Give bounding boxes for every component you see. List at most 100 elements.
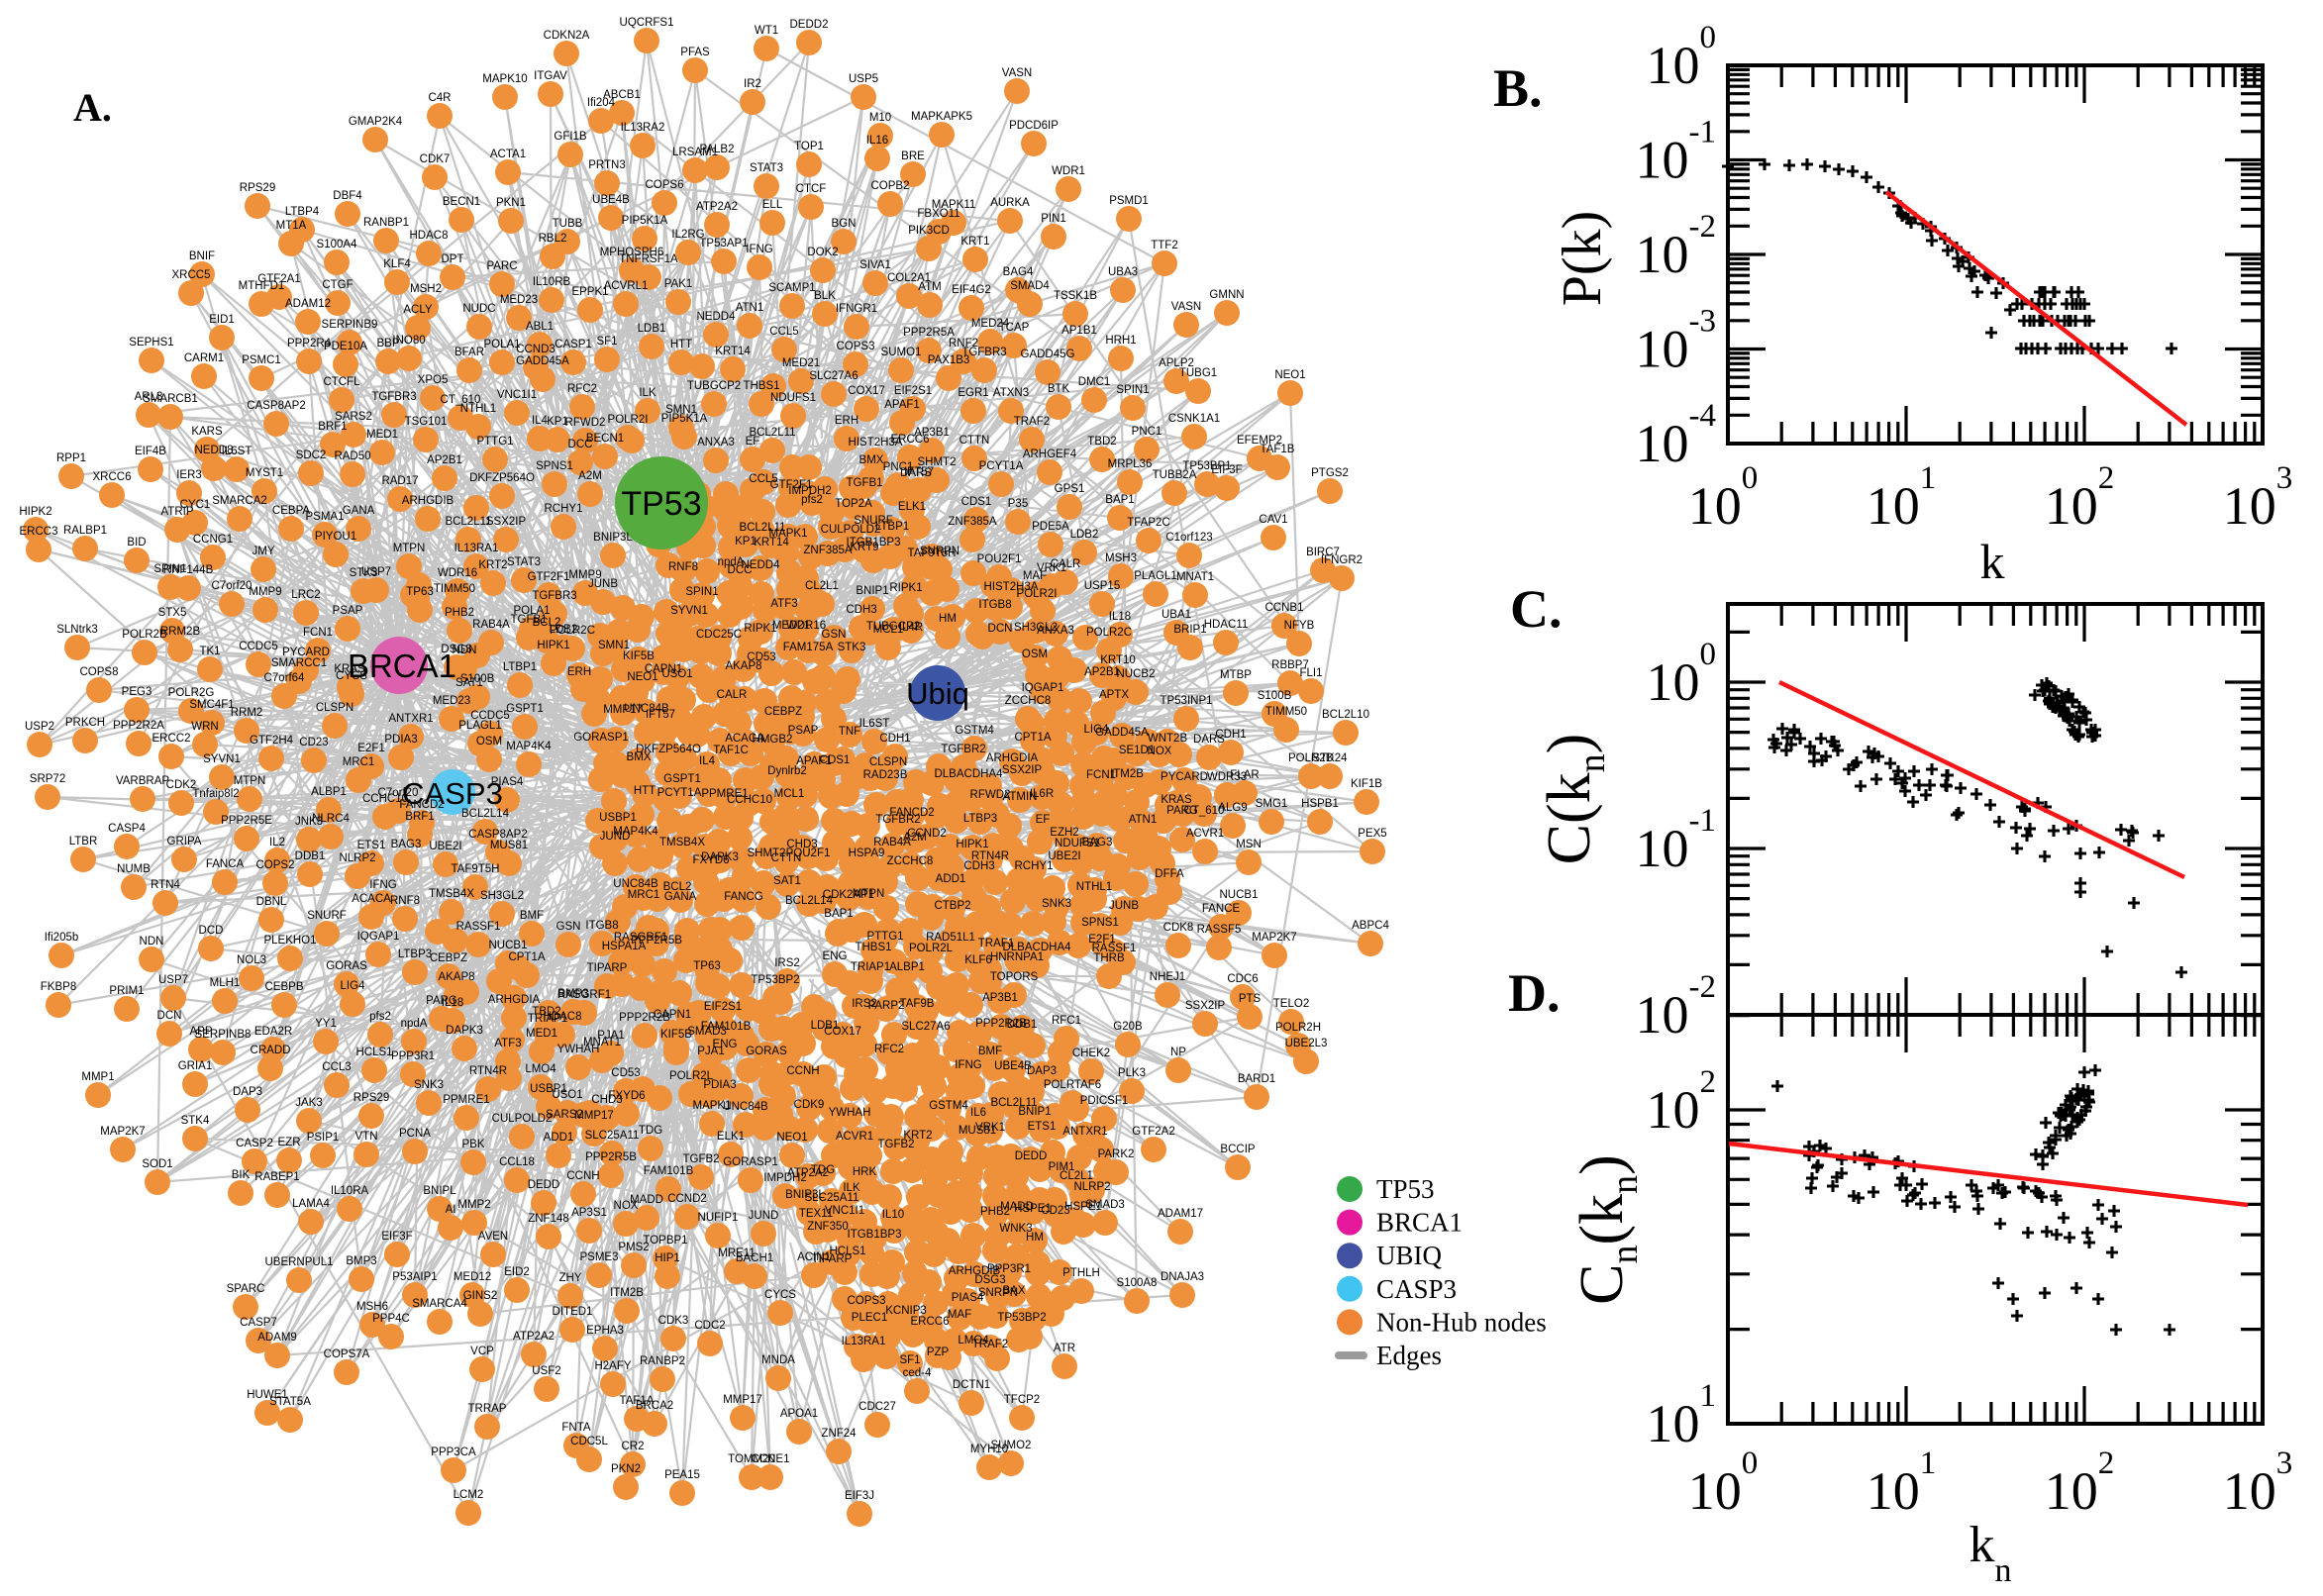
svg-text:NOL3: NOL3 <box>237 954 266 966</box>
svg-text:NUCB2: NUCB2 <box>1117 668 1156 680</box>
svg-text:MPHOSPH6: MPHOSPH6 <box>600 247 664 258</box>
svg-text:WDR33: WDR33 <box>1207 771 1247 783</box>
svg-text:Non-Hub nodes: Non-Hub nodes <box>1376 1307 1547 1337</box>
svg-text:FBXO11: FBXO11 <box>917 208 960 220</box>
svg-text:HIPK1: HIPK1 <box>537 640 569 651</box>
svg-text:NLRP2: NLRP2 <box>339 852 375 864</box>
svg-text:LTBP3: LTBP3 <box>963 813 997 825</box>
svg-text:DSG3: DSG3 <box>441 644 471 655</box>
svg-text:TDG: TDG <box>639 1125 662 1137</box>
svg-text:COX17: COX17 <box>824 1026 861 1038</box>
svg-text:CD53: CD53 <box>611 1067 640 1079</box>
svg-text:ZNF385A: ZNF385A <box>803 545 853 556</box>
svg-text:ARHGDIB: ARHGDIB <box>949 1265 1001 1277</box>
svg-text:MCL1: MCL1 <box>774 788 805 800</box>
svg-text:MSH2: MSH2 <box>410 283 442 295</box>
svg-text:POLRTAF6: POLRTAF6 <box>1044 1079 1101 1091</box>
svg-text:GSTM4: GSTM4 <box>929 1100 968 1112</box>
svg-text:RANBP2: RANBP2 <box>640 1355 685 1367</box>
svg-text:GINS2: GINS2 <box>463 1290 498 1302</box>
svg-text:UBA3: UBA3 <box>1108 266 1138 278</box>
svg-text:ATM: ATM <box>918 281 941 293</box>
svg-text:AVEN: AVEN <box>478 1231 508 1243</box>
svg-text:C7orf20: C7orf20 <box>378 787 419 799</box>
svg-text:BNIP1: BNIP1 <box>1018 1106 1051 1118</box>
svg-text:BRIP1: BRIP1 <box>1173 624 1206 636</box>
svg-text:Dynlrb2: Dynlrb2 <box>767 765 807 777</box>
svg-text:C7orf20: C7orf20 <box>212 580 252 592</box>
svg-text:TGFB2: TGFB2 <box>877 1139 914 1150</box>
svg-text:SAT1: SAT1 <box>455 677 483 689</box>
svg-text:LDB2: LDB2 <box>1070 529 1099 541</box>
svg-text:UBE2L3: UBE2L3 <box>1285 1038 1328 1049</box>
svg-text:PBK: PBK <box>461 1139 484 1150</box>
svg-text:TAF1C: TAF1C <box>713 745 749 756</box>
svg-text:WDR1: WDR1 <box>1052 165 1085 177</box>
svg-text:NFYB: NFYB <box>1284 620 1315 632</box>
svg-text:BCL2: BCL2 <box>533 617 561 629</box>
svg-text:KCNIP3: KCNIP3 <box>885 1305 927 1317</box>
svg-text:MMP17: MMP17 <box>574 1110 614 1122</box>
svg-text:ALBP1: ALBP1 <box>311 786 347 798</box>
svg-text:GRIA1: GRIA1 <box>178 1060 213 1072</box>
svg-text:PIK3CD: PIK3CD <box>908 225 950 237</box>
svg-text:THBS1: THBS1 <box>855 942 891 953</box>
svg-text:SPNS1: SPNS1 <box>1081 917 1119 929</box>
svg-text:ATF3: ATF3 <box>494 1038 521 1049</box>
svg-text:BCL2L10: BCL2L10 <box>1322 709 1369 721</box>
svg-text:PIP5K1A: PIP5K1A <box>622 215 668 227</box>
svg-text:YY1: YY1 <box>315 1018 337 1030</box>
svg-text:BRE: BRE <box>901 150 925 162</box>
svg-text:PSAP: PSAP <box>788 725 819 737</box>
svg-text:FAM175A: FAM175A <box>783 642 834 653</box>
svg-text:APTX: APTX <box>1099 689 1129 701</box>
svg-text:GSPT1: GSPT1 <box>663 773 701 785</box>
svg-text:FNTA: FNTA <box>561 1422 591 1434</box>
svg-text:DCC: DCC <box>728 564 753 576</box>
svg-text:USP7: USP7 <box>158 974 188 986</box>
svg-text:THRB: THRB <box>1093 952 1125 964</box>
svg-text:ERCC6: ERCC6 <box>911 1316 950 1328</box>
svg-text:BACH1: BACH1 <box>736 1252 773 1264</box>
svg-text:CALR: CALR <box>717 689 748 701</box>
svg-text:GANA: GANA <box>664 891 697 903</box>
svg-text:MTPN: MTPN <box>853 888 885 900</box>
svg-text:CCDC5: CCDC5 <box>239 641 278 652</box>
svg-text:TGFB1: TGFB1 <box>846 477 882 489</box>
svg-text:KRT2: KRT2 <box>478 559 507 571</box>
svg-text:TUBGCP2: TUBGCP2 <box>866 621 920 633</box>
svg-text:GANA: GANA <box>343 505 375 517</box>
svg-text:TCAP: TCAP <box>999 322 1030 334</box>
svg-text:CASP4: CASP4 <box>108 823 146 835</box>
svg-text:OSM: OSM <box>1022 648 1048 660</box>
svg-text:TELO2: TELO2 <box>1273 998 1309 1010</box>
svg-text:MRC1: MRC1 <box>628 889 660 901</box>
svg-text:CTTN: CTTN <box>960 435 990 447</box>
svg-text:PPP4C: PPP4C <box>372 1313 410 1325</box>
svg-text:CPT1A: CPT1A <box>1014 732 1051 744</box>
svg-text:SNURF: SNURF <box>307 910 347 922</box>
svg-text:KLF4: KLF4 <box>383 258 411 270</box>
svg-text:TGFBR2: TGFBR2 <box>875 814 920 826</box>
svg-text:ADD1: ADD1 <box>936 873 966 885</box>
svg-text:SMN1: SMN1 <box>598 640 630 651</box>
svg-text:SNK3: SNK3 <box>1042 898 1071 910</box>
svg-text:RALBP1: RALBP1 <box>63 525 107 537</box>
svg-text:ETS1: ETS1 <box>1028 1121 1057 1133</box>
svg-text:SOD1: SOD1 <box>142 1158 172 1170</box>
svg-text:IMPDH2: IMPDH2 <box>788 485 831 497</box>
svg-text:HIST2H3A: HIST2H3A <box>984 581 1039 593</box>
svg-text:STK24: STK24 <box>1312 752 1348 764</box>
svg-text:B.: B. <box>1493 58 1543 118</box>
svg-text:COPS7A: COPS7A <box>324 1348 370 1360</box>
svg-text:EIF4G2: EIF4G2 <box>952 284 991 296</box>
svg-text:NUCB1: NUCB1 <box>1220 889 1259 901</box>
svg-text:ARL3: ARL3 <box>135 391 163 403</box>
svg-text:APP: APP <box>189 1026 212 1038</box>
svg-text:MT1A: MT1A <box>276 220 307 232</box>
svg-text:TUBG1: TUBG1 <box>1179 367 1217 379</box>
svg-text:HSPB1: HSPB1 <box>1301 798 1339 810</box>
svg-text:TP53AP1: TP53AP1 <box>699 238 748 249</box>
svg-text:GTF2A1: GTF2A1 <box>257 273 300 285</box>
svg-text:PKN1: PKN1 <box>496 197 526 209</box>
